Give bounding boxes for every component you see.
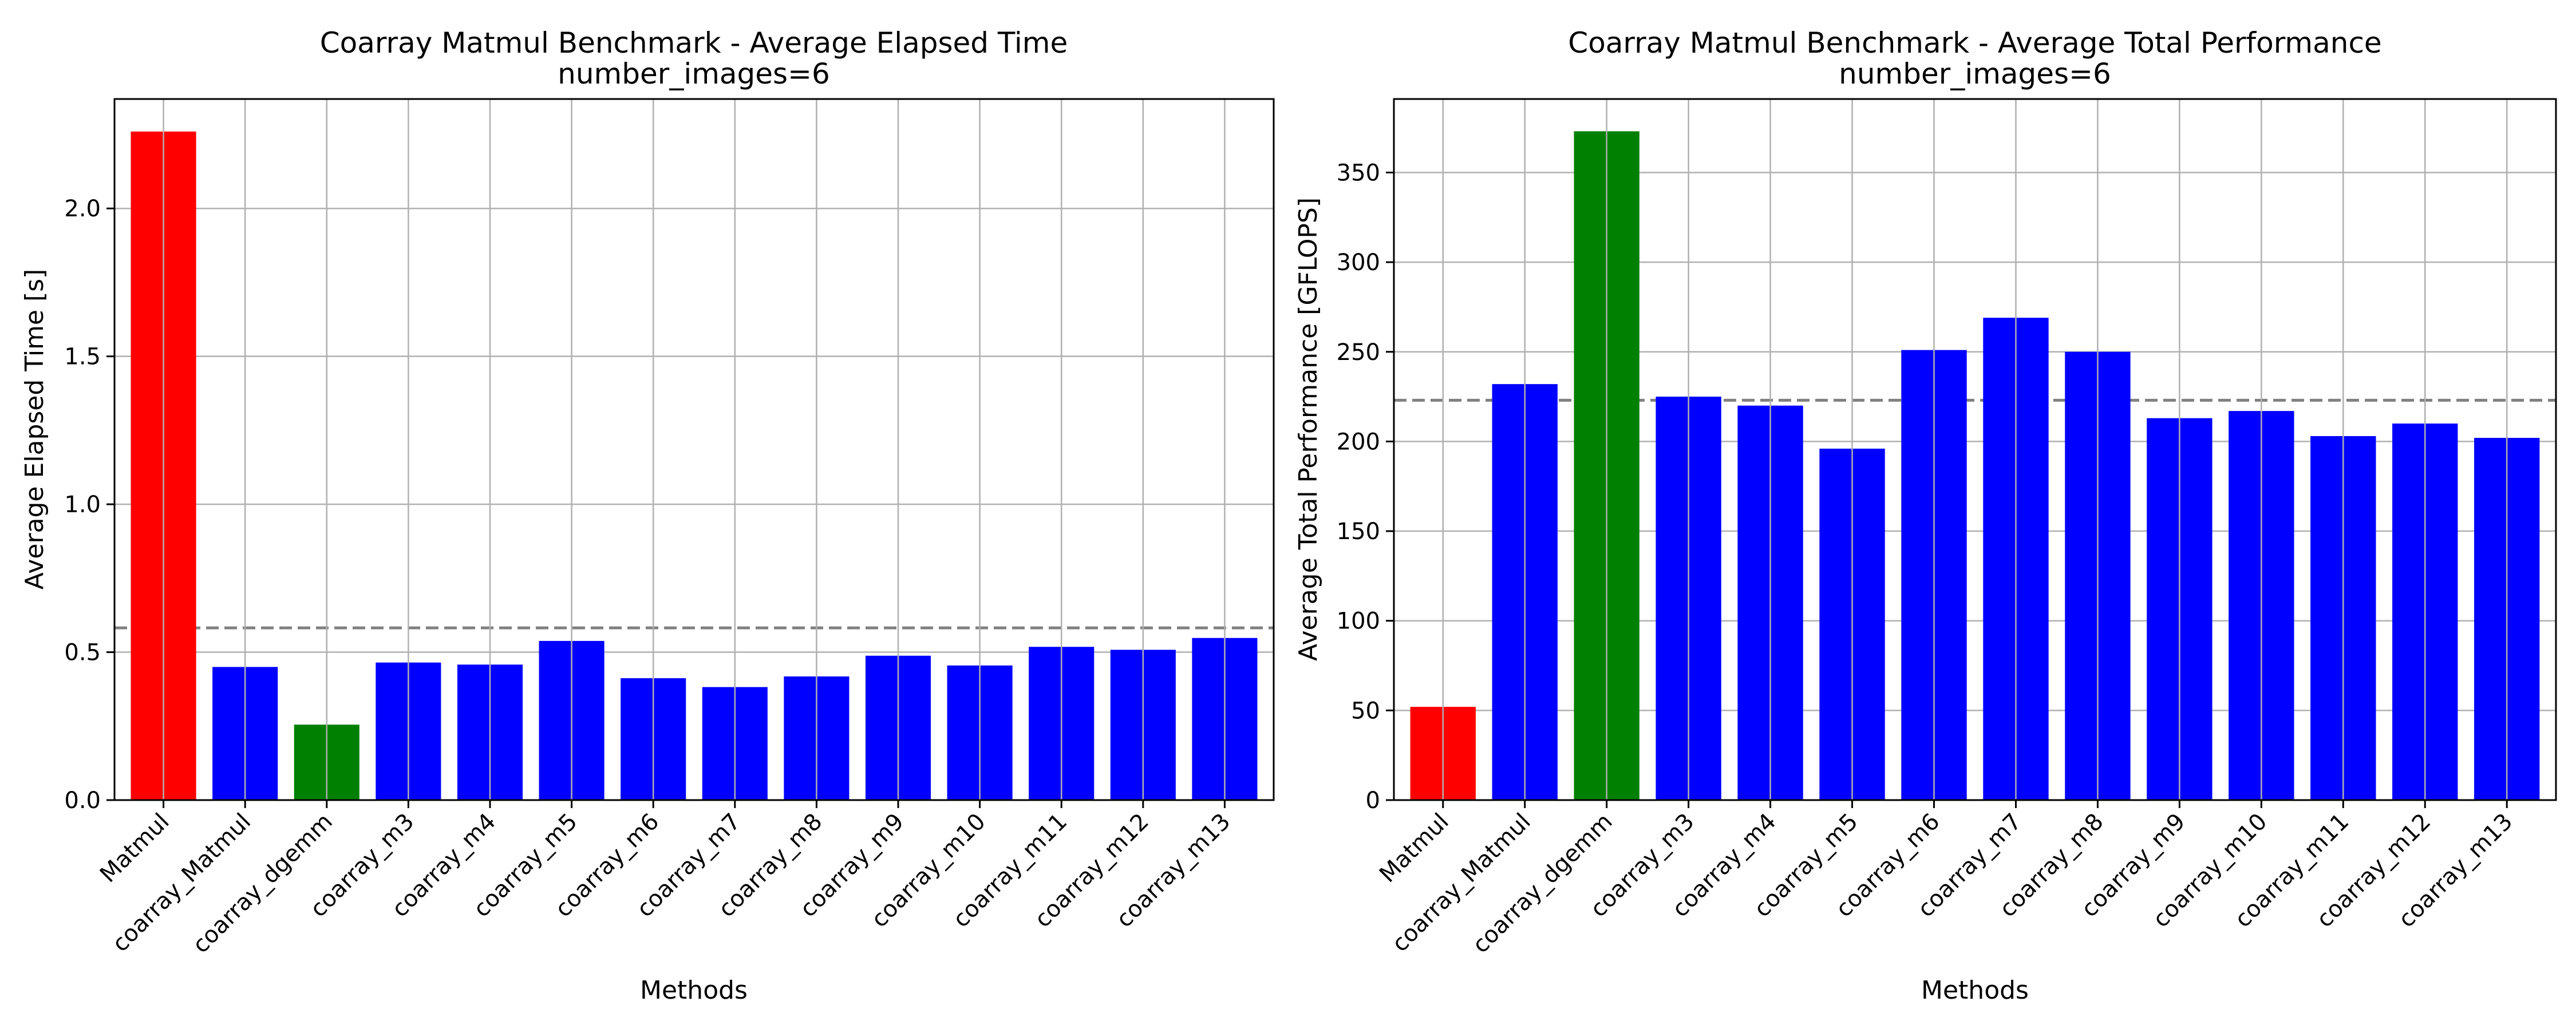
y-tick-label: 0.0 (64, 787, 101, 814)
y-tick-label: 250 (1337, 339, 1380, 366)
y-tick-label: 300 (1337, 250, 1380, 276)
plot-frame (113, 98, 1275, 801)
x-axis-label: Methods (1921, 976, 2029, 1005)
y-tick-label: 100 (1337, 608, 1380, 635)
y-tick-label: 50 (1351, 698, 1380, 724)
y-axis-label: Average Total Performance [GFLOPS] (1294, 197, 1323, 661)
y-tick-label: 350 (1337, 160, 1380, 186)
y-axis-ticks: 0 50 100 150 200 250 300 350 (1337, 160, 1394, 814)
chart-subtitle: number_images=6 (558, 57, 830, 90)
y-tick-label: 0 (1366, 787, 1380, 814)
y-tick-label: 2.0 (64, 196, 101, 222)
y-tick-label: 1.5 (64, 344, 101, 370)
chart-subtitle: number_images=6 (1839, 57, 2111, 90)
y-axis-label: Average Elapsed Time [s] (20, 269, 49, 589)
chart-title: Coarray Matmul Benchmark - Average Elaps… (320, 26, 1068, 60)
x-axis-label: Methods (640, 976, 748, 1005)
y-axis-ticks: 0.0 0.5 1.0 1.5 2.0 (64, 196, 114, 814)
vertical-grid-lines (1442, 99, 2508, 800)
y-tick-label: 0.5 (64, 640, 101, 666)
chart-title: Coarray Matmul Benchmark - Average Total… (1568, 26, 2381, 60)
plot-frame (1393, 98, 2557, 801)
vertical-grid-lines (163, 99, 1226, 800)
y-tick-label: 200 (1337, 429, 1380, 455)
y-tick-label: 150 (1337, 519, 1380, 545)
y-tick-label: 1.0 (64, 492, 101, 518)
